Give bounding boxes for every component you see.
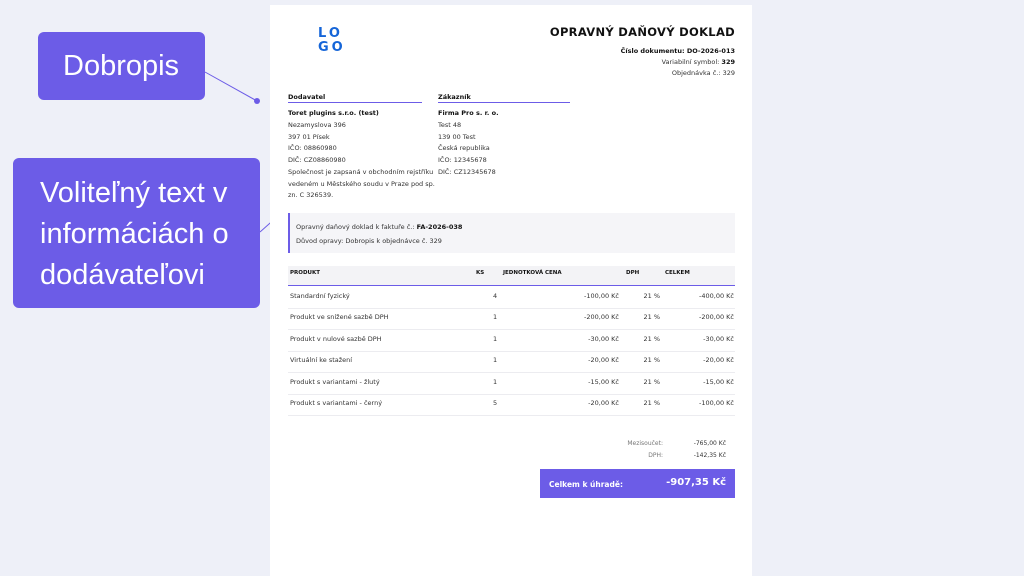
grand-total-box <box>540 469 735 498</box>
party-line: Test 48 <box>438 121 462 129</box>
party-heading: Dodavatel <box>288 93 326 101</box>
row-rule <box>288 350 735 352</box>
cell: -15,00 Kč <box>703 377 734 386</box>
doc-number: Číslo dokumentu: DO-2026-013 <box>620 47 735 55</box>
cell: 21 % <box>643 292 660 300</box>
doc-title: OPRAVNÝ DAŇOVÝ DOKLAD <box>549 25 735 39</box>
cell: -30,00 Kč <box>588 334 619 343</box>
cell: Virtuální ke stažení <box>290 356 353 365</box>
party-line: Česká republika <box>438 144 490 153</box>
row-rule <box>288 308 735 309</box>
column-header: JEDNOTKOVÁ CENA <box>503 270 562 276</box>
party-name: Firma Pro s. r. o. <box>438 109 499 117</box>
total-value: -765,00 Kč <box>693 440 726 447</box>
cell: -100,00 Kč <box>584 292 619 300</box>
total-label: DPH: <box>648 452 663 459</box>
cell: 21 % <box>643 377 660 386</box>
callout-box <box>38 32 205 100</box>
cell: -400,00 Kč <box>699 292 734 300</box>
cell: 1 <box>493 313 498 322</box>
total-label: Mezisoučet: <box>627 440 663 447</box>
party-line: IČO: 12345678 <box>438 156 487 165</box>
cell: 4 <box>493 292 498 300</box>
cell: Produkt s variantami - černý <box>290 399 383 407</box>
cell: Produkt ve snížené sazbě DPH <box>290 313 389 322</box>
party-line: DIČ: CZ08860980 <box>288 156 346 165</box>
note-line: Opravný daňový doklad k faktuře č.: FA-2… <box>296 223 463 231</box>
cell: Produkt v nulové sazbě DPH <box>290 334 382 343</box>
grand-total-value: -907,35 Kč <box>666 477 726 488</box>
cell: -20,00 Kč <box>703 356 734 365</box>
callout-box <box>13 158 260 308</box>
party-name: Toret plugins s.r.o. (test) <box>288 109 379 117</box>
order-number: Objednávka č.: 329 <box>671 69 735 77</box>
row-rule <box>288 393 735 395</box>
cell: -30,00 Kč <box>703 334 734 343</box>
cell: -100,00 Kč <box>699 399 734 407</box>
cell: Produkt s variantami - žlutý <box>290 377 380 386</box>
total-value: -142,35 Kč <box>693 452 726 459</box>
callout-text: Dobropis <box>63 50 180 82</box>
variable-symbol: Variabilní symbol: 329 <box>661 58 735 66</box>
cell: 1 <box>493 356 498 365</box>
column-header: PRODUKT <box>290 270 320 276</box>
party-line: 397 01 Písek <box>288 132 330 141</box>
logo: LO <box>318 26 343 41</box>
party-line: IČO: 08860980 <box>288 144 337 153</box>
cell: 21 % <box>643 334 660 343</box>
party-line: Společnost je zapsaná v obchodním rejstř… <box>288 167 434 176</box>
party-line: vedeném u Městského soudu v Praze pod sp… <box>288 179 435 188</box>
note-line: Důvod opravy: Dobropis k objednávce č. 3… <box>296 237 442 245</box>
grand-total-label: Celkem k úhradě: <box>549 480 623 489</box>
column-header: KS <box>476 270 485 276</box>
row-rule <box>288 329 735 331</box>
callout-text: Voliteľný text v informáciách o dodávate… <box>40 177 229 291</box>
heading-rule <box>438 102 570 103</box>
row-rule <box>288 415 735 416</box>
cell: 21 % <box>643 313 660 322</box>
cell: -200,00 Kč <box>699 313 734 322</box>
cell: -200,00 Kč <box>584 313 619 322</box>
cell: 1 <box>493 334 498 343</box>
column-header: CELKEM <box>665 270 690 276</box>
note-box <box>288 213 735 253</box>
logo: GO <box>318 40 346 55</box>
cell: 1 <box>493 377 498 386</box>
party-line: DIČ: CZ12345678 <box>438 167 496 176</box>
party-line: Nezamyslova 396 <box>288 121 346 129</box>
cell: 21 % <box>643 356 660 365</box>
cell: -20,00 Kč <box>588 399 619 407</box>
party-line: 139 00 Test <box>438 132 476 141</box>
cell: -15,00 Kč <box>588 377 619 386</box>
row-rule <box>288 372 735 374</box>
party-line: zn. C 326539. <box>288 191 334 200</box>
cell: -20,00 Kč <box>588 356 619 365</box>
party-heading: Zákazník <box>438 93 471 101</box>
table-header <box>288 266 735 286</box>
cell: 21 % <box>643 399 660 407</box>
column-header: DPH <box>626 270 640 276</box>
cell: 5 <box>493 399 498 407</box>
heading-rule <box>288 102 422 103</box>
cell: Standardní fyzický <box>290 292 350 300</box>
